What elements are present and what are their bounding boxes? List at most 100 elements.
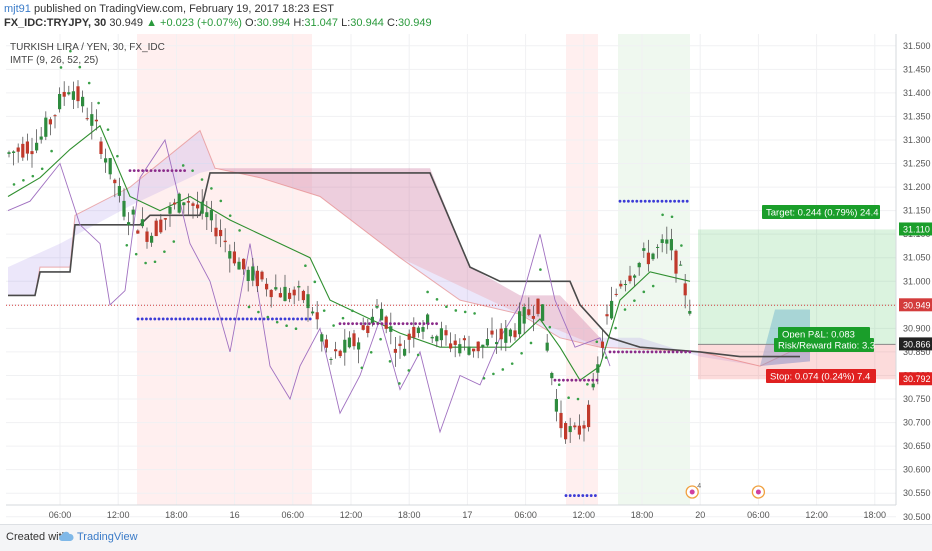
- candle: [255, 265, 259, 292]
- level-dot: [355, 322, 359, 326]
- level-dot: [174, 317, 178, 321]
- candle: [288, 287, 292, 303]
- price-tag-bg: [899, 337, 932, 351]
- parabolic-sar-dot: [153, 260, 157, 264]
- candle: [35, 129, 39, 154]
- level-dot: [161, 317, 165, 321]
- stop-label-bg: [766, 369, 876, 383]
- parabolic-sar-dot: [163, 250, 166, 253]
- candle-body: [403, 348, 407, 356]
- candle-body: [380, 308, 384, 321]
- candle: [674, 249, 678, 283]
- candle: [329, 357, 333, 365]
- level-dot: [435, 322, 438, 326]
- parabolic-sar-dot: [275, 320, 279, 324]
- candle: [311, 307, 315, 316]
- candle-body: [177, 193, 181, 213]
- parabolic-sar-dot: [454, 309, 458, 312]
- candle: [324, 334, 328, 353]
- price-tick-label: 31.350: [903, 111, 931, 121]
- candle-body: [196, 204, 200, 209]
- candle-body: [357, 342, 361, 350]
- level-dot: [587, 378, 590, 382]
- candle-body: [209, 209, 213, 221]
- candle-body: [44, 117, 48, 137]
- candle-body: [94, 119, 98, 122]
- candle-body: [99, 141, 103, 155]
- level-dot: [137, 169, 140, 172]
- candle-body: [679, 264, 683, 266]
- candle-body: [651, 253, 655, 260]
- candle: [504, 319, 508, 352]
- candle-body: [223, 240, 227, 243]
- candle-body: [214, 227, 218, 237]
- level-dot: [638, 350, 641, 354]
- parabolic-sar-dot: [548, 325, 552, 329]
- candle-body: [361, 325, 365, 330]
- close-value: 30.949: [398, 17, 432, 29]
- candle-body: [633, 275, 637, 278]
- level-dot: [633, 350, 637, 354]
- parabolic-sar-dot: [651, 284, 655, 288]
- level-dot: [220, 317, 224, 321]
- candle-body: [288, 292, 292, 299]
- level-dot: [595, 378, 599, 382]
- candle-body: [62, 91, 66, 97]
- candle-body: [265, 283, 269, 290]
- candle-body: [458, 344, 462, 354]
- candle: [600, 330, 604, 359]
- candle-body: [131, 209, 135, 215]
- candle-body: [324, 339, 328, 348]
- publish-text: published on TradingView.com, February 1…: [30, 3, 335, 15]
- candle: [435, 334, 439, 348]
- level-dot: [591, 378, 595, 382]
- parabolic-sar-dot: [576, 397, 580, 401]
- candle: [265, 278, 269, 297]
- candle: [573, 422, 577, 430]
- level-dot: [216, 317, 220, 321]
- low-label: L:: [341, 17, 351, 29]
- candle: [154, 218, 158, 237]
- level-dot: [622, 199, 626, 203]
- parabolic-sar-dot: [360, 366, 364, 370]
- level-dot: [250, 317, 253, 321]
- candle-body: [67, 92, 71, 95]
- candle-body: [338, 350, 342, 357]
- candle-body: [150, 235, 154, 243]
- parabolic-sar-dot: [332, 324, 335, 327]
- price-tick-label: 31.400: [903, 88, 931, 98]
- author-link[interactable]: mjt91: [4, 3, 31, 15]
- level-dot: [631, 199, 634, 203]
- price-tick-label: 31.200: [903, 182, 931, 192]
- parabolic-sar-dot: [181, 164, 185, 167]
- candle-body: [453, 340, 457, 345]
- candle-body: [619, 283, 623, 287]
- candle: [380, 302, 384, 321]
- tradingview-link[interactable]: TradingView: [77, 531, 138, 543]
- candle: [554, 389, 558, 422]
- price-tick-label: 31.000: [903, 276, 931, 286]
- candle: [251, 257, 255, 287]
- level-dot: [170, 169, 174, 172]
- candle-body: [21, 143, 25, 158]
- price-chart[interactable]: 31.500 31.450 31.400 31.350 31.300 31.250 31.2…: [0, 0, 932, 524]
- candle: [366, 318, 370, 338]
- candle-body: [311, 311, 315, 314]
- time-tick-label: 06:00: [747, 510, 770, 520]
- candle-body: [108, 158, 112, 175]
- level-dot: [174, 169, 178, 172]
- candle: [481, 344, 485, 359]
- candle-body: [237, 261, 241, 270]
- candle: [476, 341, 480, 359]
- price-tick-label: 31.450: [903, 64, 931, 74]
- candle-body: [462, 338, 466, 341]
- parabolic-sar-dot: [445, 305, 448, 309]
- candle: [71, 81, 75, 110]
- candle-body: [646, 252, 650, 265]
- parabolic-sar-dot: [313, 280, 317, 284]
- candle: [485, 328, 489, 347]
- price-axis-tag: 30.866: [899, 337, 932, 351]
- parabolic-sar-dot: [604, 356, 608, 359]
- candle: [412, 317, 416, 348]
- candle: [449, 332, 453, 353]
